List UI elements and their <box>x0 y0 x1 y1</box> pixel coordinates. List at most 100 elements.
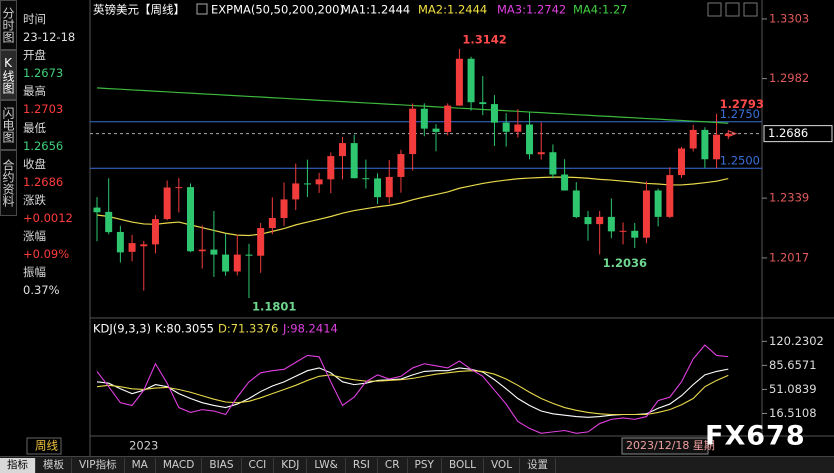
field-value: +0.0012 <box>23 211 73 225</box>
candle-body <box>198 249 206 252</box>
indicator-tab[interactable]: KDJ <box>274 458 308 473</box>
candle-body <box>303 183 311 185</box>
candle-body <box>701 129 709 160</box>
candle-body <box>561 174 569 191</box>
field-value: +0.09% <box>23 247 70 262</box>
candle-body <box>93 207 101 213</box>
candle-body <box>619 230 627 232</box>
view-tab[interactable]: 分时图 <box>0 0 17 50</box>
chart: 周线 2023/12/18 星期 FX678 1.2017 1.2339 1.298… <box>26 0 834 456</box>
candle-body <box>526 124 534 155</box>
last-price-label: 1.2686 <box>768 126 808 140</box>
field-label: 收盘 <box>23 156 46 171</box>
field-value: 1.2656 <box>23 138 64 153</box>
indicator-tab[interactable]: 设置 <box>520 458 557 473</box>
indicator-tab[interactable]: MACD <box>156 458 203 473</box>
y-tick-label: 1.2339 <box>769 191 809 205</box>
y-tick-label: 16.5108 <box>769 406 817 420</box>
indicator-tab[interactable]: BIAS <box>202 458 242 473</box>
legend-entry: MA2:1.2444 <box>418 3 487 17</box>
candle-body <box>455 58 463 106</box>
candle-body <box>631 230 639 238</box>
candle-body <box>514 124 522 132</box>
cursor-date: 2023/12/18 星期 <box>626 439 715 452</box>
candle-body <box>549 152 557 175</box>
field-value: 23-12-18 <box>23 30 76 44</box>
candle-body <box>490 104 498 123</box>
candle-body <box>444 105 452 132</box>
candle-body <box>175 187 183 189</box>
candle-body <box>315 179 323 185</box>
field-value: 1.2673 <box>23 66 64 81</box>
legend-entry: D:71.3376 <box>218 322 278 336</box>
indicator-line <box>96 370 729 416</box>
indicator-tab[interactable]: CCI <box>242 458 275 473</box>
candle-body <box>151 219 159 245</box>
candle-body <box>338 143 346 157</box>
candle-body <box>409 108 417 155</box>
candle-body <box>362 178 370 180</box>
indicator-name: EXPMA(50,50,200,200) <box>211 3 344 17</box>
candle-body <box>245 254 253 256</box>
indicator-tab[interactable]: 模板 <box>36 458 72 473</box>
candle-body <box>584 217 592 225</box>
indicator-icon[interactable] <box>196 3 208 15</box>
period[interactable]: 周线 <box>35 439 58 453</box>
extreme-label: 1.2036 <box>603 256 647 270</box>
extreme-label: 1.2793 <box>720 97 764 111</box>
y-tick-label: 1.3303 <box>769 11 809 25</box>
indicator-line <box>96 344 729 434</box>
window-button[interactable] <box>743 2 758 17</box>
y-tick-label: 85.6571 <box>769 358 817 372</box>
indicator-tab[interactable]: PSY <box>408 458 442 473</box>
window-button[interactable] <box>725 2 740 17</box>
candle-body <box>350 143 358 179</box>
level-label: 1.2750 <box>720 107 760 121</box>
view-tab[interactable]: K线图 <box>0 50 17 100</box>
candle-body <box>397 154 405 177</box>
indicator-tab[interactable]: LW& <box>307 458 346 473</box>
candle-body <box>642 190 650 238</box>
field-label: 最高 <box>23 84 46 99</box>
legend-entry: MA3:1.2742 <box>497 3 566 17</box>
candle-body <box>116 231 124 253</box>
y-tick-label: 120.2302 <box>769 334 824 348</box>
indicator-tab[interactable]: RSI <box>346 458 378 473</box>
indicator-tab[interactable]: VOL <box>484 458 521 473</box>
candle-body <box>420 108 428 129</box>
period-box[interactable] <box>26 437 62 455</box>
candle-body <box>689 129 697 149</box>
indicator-tab[interactable]: MA <box>125 458 156 473</box>
candle-body <box>374 178 382 198</box>
candle-body <box>607 216 615 232</box>
candle-body <box>713 134 721 160</box>
field-label: 涨跌 <box>23 193 46 207</box>
view-tab[interactable]: 闪电图 <box>0 100 17 150</box>
candle-body <box>268 217 276 229</box>
y-tick-label: 51.0839 <box>769 382 817 396</box>
view-tab[interactable]: 合约资料 <box>0 150 17 216</box>
candle-body <box>385 176 393 198</box>
candle-body <box>654 190 662 217</box>
candle-body <box>280 199 288 218</box>
candle-body <box>163 187 171 220</box>
last-price-box <box>763 125 833 143</box>
candle-body <box>128 243 136 252</box>
indicator-tab[interactable]: VIP指标 <box>72 458 125 473</box>
candle-body <box>187 187 195 252</box>
legend-entry: MA1:1.2444 <box>341 3 410 17</box>
indicator-tab[interactable]: CR <box>378 458 408 473</box>
candle-body <box>724 133 732 137</box>
chart-title: 英镑美元【周线】 <box>93 3 185 17</box>
field-label: 振幅 <box>23 265 46 280</box>
field-label: 涨幅 <box>23 229 46 244</box>
indicator-tab[interactable]: 指标 <box>0 458 36 473</box>
candle-body <box>596 216 604 225</box>
candle-body <box>210 249 218 255</box>
window-button[interactable] <box>707 2 722 17</box>
candle-body <box>257 228 265 256</box>
indicator-tab[interactable]: BOLL <box>442 458 484 473</box>
legend-entry: J:98.2414 <box>282 322 338 336</box>
watermark: FX678 <box>705 421 806 452</box>
extreme-label: 1.1801 <box>252 300 296 314</box>
